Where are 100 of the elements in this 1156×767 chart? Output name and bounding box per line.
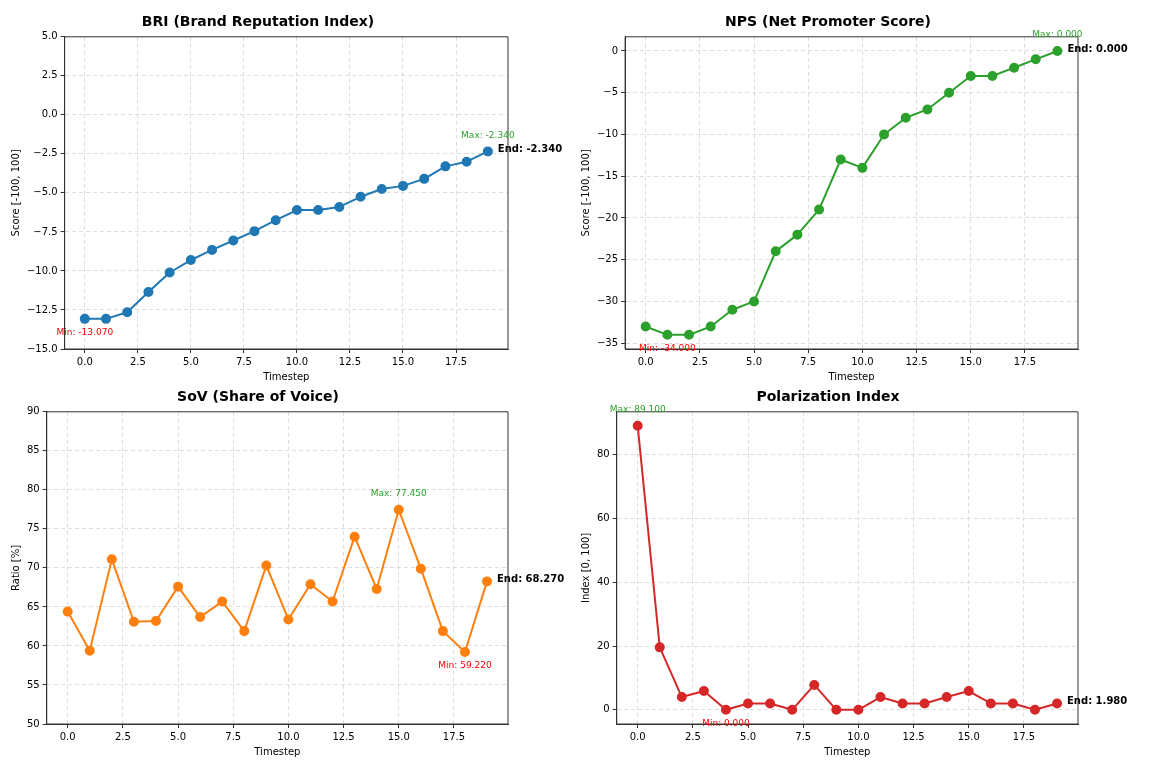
- y-axis-title: Score [-100, 100]: [579, 149, 591, 237]
- point: [1052, 698, 1063, 709]
- x-tick-label: 2.5: [114, 730, 131, 742]
- y-tick-label: 5.0: [41, 30, 58, 42]
- point: [79, 313, 90, 324]
- x-axis-title: Timestep: [262, 370, 310, 382]
- y-tick-label: −5: [603, 86, 619, 98]
- point: [857, 162, 868, 173]
- point: [128, 616, 139, 627]
- point: [173, 581, 184, 592]
- y-tick-label: 2.5: [41, 69, 58, 81]
- y-tick-label: 75: [26, 522, 40, 534]
- y-tick-label: −2.5: [33, 147, 58, 159]
- point: [482, 576, 493, 587]
- point: [831, 704, 842, 715]
- point: [749, 296, 760, 307]
- x-tick-label: 0.0: [637, 355, 654, 367]
- point: [437, 626, 448, 637]
- y-tick-label: −15: [596, 169, 619, 181]
- annotation: End: 0.000: [1067, 42, 1128, 54]
- x-tick-label: 7.5: [795, 730, 812, 742]
- y-tick-label: 90: [26, 405, 40, 417]
- point: [853, 704, 864, 715]
- x-tick-label: 7.5: [800, 355, 817, 367]
- point: [743, 698, 754, 709]
- x-tick-label: 15.0: [391, 355, 415, 367]
- y-tick-label: 70: [26, 561, 40, 573]
- x-tick-label: 0.0: [629, 730, 646, 742]
- point: [1009, 62, 1020, 73]
- point: [461, 156, 472, 167]
- point: [640, 321, 651, 332]
- y-tick-label: 80: [26, 483, 40, 495]
- point: [101, 313, 112, 324]
- point: [349, 531, 360, 542]
- x-tick-label: 12.5: [902, 730, 925, 742]
- point: [879, 129, 890, 140]
- x-tick-label: 17.5: [442, 730, 466, 742]
- point: [727, 304, 738, 315]
- point: [228, 235, 239, 246]
- point: [922, 104, 933, 115]
- x-tick-label: 10.0: [277, 730, 300, 742]
- point: [814, 204, 825, 215]
- annotation: End: 1.980: [1067, 695, 1128, 707]
- point: [185, 255, 196, 266]
- point: [985, 698, 996, 709]
- x-axis-title: Timestep: [827, 370, 875, 382]
- point: [270, 215, 281, 226]
- point: [919, 698, 930, 709]
- point: [482, 146, 493, 157]
- point: [440, 161, 451, 172]
- y-tick-label: −5.0: [33, 186, 58, 198]
- point: [987, 71, 998, 82]
- point: [62, 606, 73, 617]
- y-tick-label: −20: [596, 211, 619, 223]
- y-tick-label: 85: [26, 444, 40, 456]
- point: [327, 596, 338, 607]
- point: [632, 420, 643, 431]
- point: [106, 554, 117, 565]
- point: [398, 180, 408, 191]
- x-tick-label: 10.0: [847, 730, 870, 742]
- y-tick-label: −12.5: [26, 303, 58, 315]
- point: [705, 321, 716, 332]
- point: [875, 692, 886, 703]
- y-tick-label: −25: [596, 253, 619, 265]
- point: [371, 583, 382, 594]
- point: [239, 626, 250, 637]
- annotation: Max: 77.450: [370, 488, 428, 499]
- y-tick-label: 20: [596, 639, 610, 651]
- point: [84, 645, 95, 656]
- x-tick-label: 0.0: [59, 730, 76, 742]
- point: [313, 205, 324, 216]
- point: [249, 226, 260, 237]
- point: [765, 698, 776, 709]
- x-tick-label: 0.0: [76, 355, 93, 367]
- x-tick-label: 10.0: [851, 355, 874, 367]
- point: [122, 307, 133, 318]
- point: [963, 686, 974, 697]
- x-tick-label: 7.5: [225, 730, 242, 742]
- y-tick-label: 50: [26, 717, 40, 729]
- point: [305, 579, 316, 590]
- point: [195, 612, 206, 623]
- point: [1029, 704, 1040, 715]
- x-tick-label: 15.0: [957, 730, 980, 742]
- x-tick-label: 5.0: [740, 730, 756, 742]
- point: [698, 686, 709, 697]
- point: [459, 647, 470, 658]
- x-tick-label: 5.0: [182, 355, 199, 367]
- y-tick-label: 40: [596, 575, 610, 587]
- chart-title: BRI (Brand Reputation Index): [141, 13, 375, 30]
- point: [965, 71, 976, 82]
- x-tick-label: 15.0: [959, 355, 982, 367]
- x-tick-label: 15.0: [387, 730, 410, 742]
- x-axis-title: Timestep: [253, 745, 301, 757]
- annotation: Min: 59.220: [438, 660, 492, 671]
- point: [900, 112, 911, 123]
- point: [1030, 54, 1041, 65]
- point: [334, 201, 345, 212]
- point: [291, 205, 302, 216]
- y-tick-label: −35: [596, 336, 619, 348]
- y-tick-label: −15.0: [26, 342, 58, 354]
